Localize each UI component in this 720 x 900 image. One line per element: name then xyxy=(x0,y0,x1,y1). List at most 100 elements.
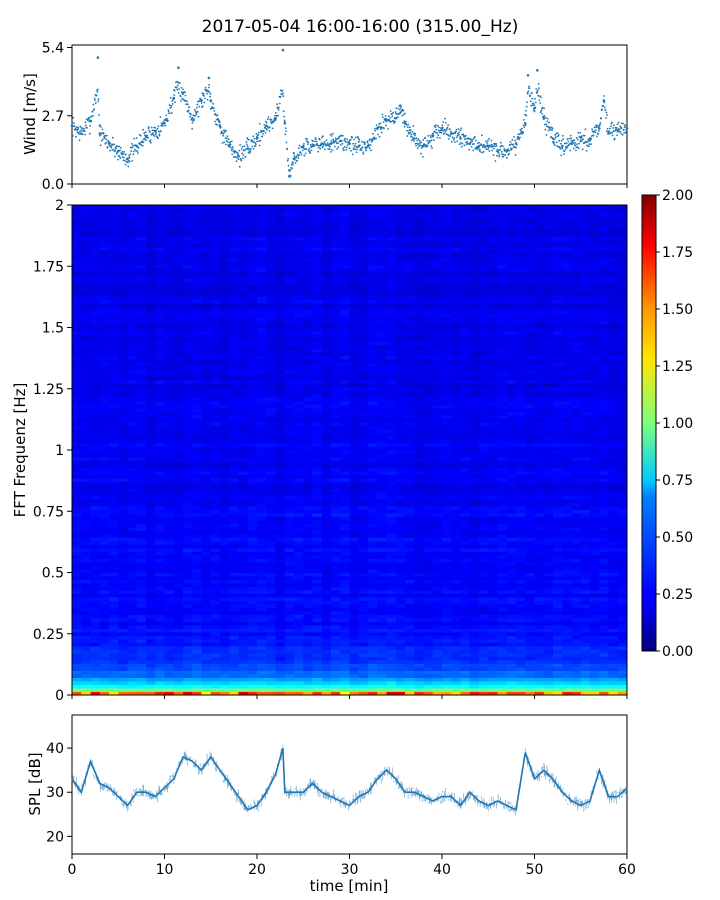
spectrogram-cell xyxy=(220,478,230,482)
spectrogram-cell xyxy=(81,530,91,535)
spectrogram-cell xyxy=(192,208,202,213)
spectrogram-cell xyxy=(238,352,249,356)
wind-point xyxy=(155,131,157,134)
spectrogram-cell xyxy=(294,572,304,577)
spectrogram-cell xyxy=(164,383,175,388)
spectrogram-cell xyxy=(127,254,138,258)
wind-point xyxy=(611,121,613,124)
spectrogram-cell xyxy=(99,579,110,584)
wind-point xyxy=(533,104,536,107)
spectrogram-cell xyxy=(275,660,286,664)
spectrogram-cell xyxy=(247,219,258,223)
spectrogram-cell xyxy=(109,355,119,360)
spectrogram-cell xyxy=(210,516,221,521)
spectrogram-cell xyxy=(229,313,239,318)
wind-point xyxy=(106,146,109,148)
spectrogram-cell xyxy=(81,271,91,276)
spectrogram-cell xyxy=(220,205,230,209)
spectrogram-cell xyxy=(266,642,276,647)
wind-point xyxy=(497,151,500,154)
wind-point xyxy=(371,139,373,142)
spectrogram-cell xyxy=(155,558,165,563)
spectrogram-cell xyxy=(136,278,147,283)
spectrogram-cell xyxy=(275,572,286,577)
wind-point xyxy=(346,138,348,141)
spectrogram-cell xyxy=(136,632,147,636)
spectrogram-cell xyxy=(90,282,101,286)
spectrogram-cell xyxy=(164,548,175,552)
spectrogram-cell xyxy=(229,310,239,314)
wind-point xyxy=(541,112,544,115)
spectrogram-cell xyxy=(99,656,110,661)
spectrogram-cell xyxy=(99,628,110,633)
spectrogram-cell xyxy=(173,313,184,318)
spectrogram-cell xyxy=(294,453,304,458)
spectrogram-cell xyxy=(173,635,184,640)
wind-point xyxy=(536,91,539,93)
spectrogram-cell xyxy=(238,222,249,227)
spectrogram-cell xyxy=(173,390,184,395)
spectrogram-cell xyxy=(99,604,110,608)
spectrogram-cell xyxy=(284,292,295,297)
spectrogram-cell xyxy=(146,464,156,468)
spectrogram-cell xyxy=(229,352,239,356)
spectrogram-cell xyxy=(109,639,119,643)
spectrogram-cell xyxy=(136,236,147,241)
wind-point xyxy=(511,148,513,150)
spectrogram-cell xyxy=(164,681,175,685)
wind-point xyxy=(77,128,79,131)
spectrogram-cell xyxy=(238,243,249,248)
spectrogram-cell xyxy=(210,415,221,419)
spectrogram-cell xyxy=(275,229,286,234)
spectrogram-cell xyxy=(229,222,239,227)
spectrogram-cell xyxy=(164,257,175,262)
spectrogram-cell xyxy=(210,320,221,325)
spectrogram-cell xyxy=(294,544,304,549)
spectrogram-cell xyxy=(99,488,110,493)
spectrogram-cell xyxy=(201,415,212,419)
spectrogram-cell xyxy=(294,656,304,661)
wind-point xyxy=(175,86,178,89)
spectrogram-cell xyxy=(183,450,193,454)
wind-point xyxy=(513,135,515,138)
spectrogram-cell xyxy=(229,317,239,321)
wind-point xyxy=(163,122,165,124)
spectrogram-cell xyxy=(266,628,276,633)
spectrogram-cell xyxy=(257,331,267,335)
spectrogram-cell xyxy=(118,425,128,430)
spectrogram-cell xyxy=(229,464,239,468)
spectrogram-cell xyxy=(173,208,184,213)
spectrogram-cell xyxy=(72,355,82,360)
spectrogram-cell xyxy=(210,345,221,349)
spectrogram-cell xyxy=(238,446,249,451)
spectrogram-cell xyxy=(183,632,193,636)
wind-point xyxy=(105,138,108,141)
spectrogram-cell xyxy=(183,345,193,349)
spectrogram-cell xyxy=(118,422,128,426)
wind-point xyxy=(109,149,111,152)
spectrogram-cell xyxy=(183,362,193,367)
spectrogram-cell xyxy=(210,240,221,244)
spectrogram-cell xyxy=(173,530,184,535)
spectrogram-cell xyxy=(257,268,267,272)
wind-point xyxy=(430,139,433,142)
spectrogram-cell xyxy=(229,551,239,556)
wind-point xyxy=(197,115,200,118)
spectrogram-cell xyxy=(90,628,101,633)
spectrogram-cell xyxy=(257,313,267,318)
spectrogram-cell xyxy=(127,488,138,493)
spectrogram-cell xyxy=(118,660,128,664)
wind-point xyxy=(555,136,557,138)
spectrogram-cell xyxy=(164,474,175,479)
spectrogram-cell xyxy=(294,639,304,643)
spectrogram-cell xyxy=(257,586,267,591)
spectrogram-cell xyxy=(118,446,128,451)
spectrogram-cell xyxy=(81,590,91,594)
spectrogram-cell xyxy=(266,348,276,353)
spectrogram-cell xyxy=(238,656,249,661)
spectrogram-cell xyxy=(192,205,202,209)
spectrogram-cell xyxy=(183,453,193,458)
wind-point xyxy=(560,154,563,157)
spectrogram-cell xyxy=(238,670,249,675)
spectrogram-cell xyxy=(81,334,91,339)
